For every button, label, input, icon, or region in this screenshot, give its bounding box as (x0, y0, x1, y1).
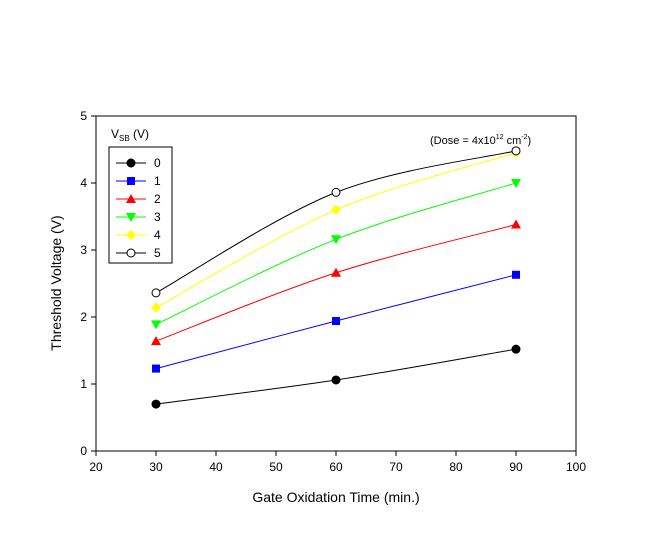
y-tick-label: 1 (80, 377, 87, 391)
legend-marker-0 (126, 158, 136, 168)
x-tick-label: 90 (509, 460, 523, 474)
data-point-s0-x90 (511, 344, 521, 354)
legend-title-main: V (111, 127, 119, 141)
legend-marker-1 (127, 177, 135, 185)
y-axis-label: Threshold Voltage (V) (48, 215, 64, 350)
legend-title-suffix: (V) (130, 127, 149, 141)
annotation-sup2: -2 (521, 134, 527, 141)
data-point-s3-x90 (511, 179, 521, 188)
x-tick-label: 100 (566, 460, 586, 474)
data-point-s2-x90 (511, 219, 521, 229)
x-tick-label: 20 (89, 460, 103, 474)
series-markers (151, 146, 521, 409)
series-line-3 (155, 182, 517, 325)
annotation-mid: cm (504, 135, 522, 147)
legend-box (108, 146, 173, 264)
data-point-s3-x60 (331, 235, 341, 245)
legend-title-sub: SB (119, 134, 130, 143)
y-tick-label: 2 (80, 310, 87, 324)
annotation-sup1: 12 (496, 134, 504, 141)
y-tick-label: 3 (80, 243, 87, 257)
x-axis: 20 30 40 50 60 70 80 90 100 (89, 451, 586, 474)
data-point-s1-x60 (332, 317, 340, 326)
x-tick-label: 70 (389, 460, 403, 474)
x-tick-label: 30 (149, 460, 163, 474)
legend-label-0: 0 (154, 156, 161, 170)
legend-label-4: 4 (154, 228, 161, 242)
y-axis: 0 1 2 3 4 5 (80, 109, 96, 458)
y-tick-label: 4 (80, 176, 87, 190)
x-tick-label: 50 (269, 460, 283, 474)
data-point-s2-x30 (151, 336, 161, 346)
x-tick-label: 40 (209, 460, 223, 474)
x-axis-label: Gate Oxidation Time (min.) (252, 489, 419, 505)
legend: VSB (V) 0 1 2 3 4 5 (108, 127, 173, 264)
legend-items: 0 1 2 3 4 5 (116, 156, 161, 260)
annotation-prefix: (Dose = 4x10 (430, 135, 496, 147)
y-tick-label: 5 (80, 109, 87, 123)
data-point-s1-x90 (512, 270, 520, 279)
data-point-s1-x30 (152, 364, 160, 373)
legend-marker-3 (126, 213, 136, 222)
data-point-s5-x90 (511, 146, 521, 156)
series-line-4 (155, 152, 517, 309)
legend-marker-4 (126, 230, 136, 240)
legend-label-1: 1 (154, 174, 161, 188)
x-tick-label: 60 (329, 460, 343, 474)
data-point-s0-x30 (151, 399, 161, 409)
data-point-s2-x60 (331, 267, 341, 277)
data-point-s0-x60 (331, 375, 341, 385)
x-tick-label: 80 (449, 460, 463, 474)
annotation-suffix: ) (528, 135, 532, 147)
y-tick-label: 0 (80, 444, 87, 458)
data-point-s4-x30 (151, 302, 161, 313)
legend-label-3: 3 (154, 210, 161, 224)
legend-label-2: 2 (154, 192, 161, 206)
legend-marker-5 (126, 248, 136, 258)
data-point-s3-x30 (151, 320, 161, 330)
legend-label-5: 5 (154, 246, 161, 260)
legend-marker-2 (126, 194, 136, 203)
data-point-s5-x60 (331, 187, 341, 197)
data-point-s5-x30 (151, 288, 161, 298)
legend-title: VSB (V) (111, 127, 149, 143)
data-point-s4-x60 (331, 204, 341, 215)
dose-annotation: (Dose = 4x1012 cm-2) (430, 134, 531, 147)
